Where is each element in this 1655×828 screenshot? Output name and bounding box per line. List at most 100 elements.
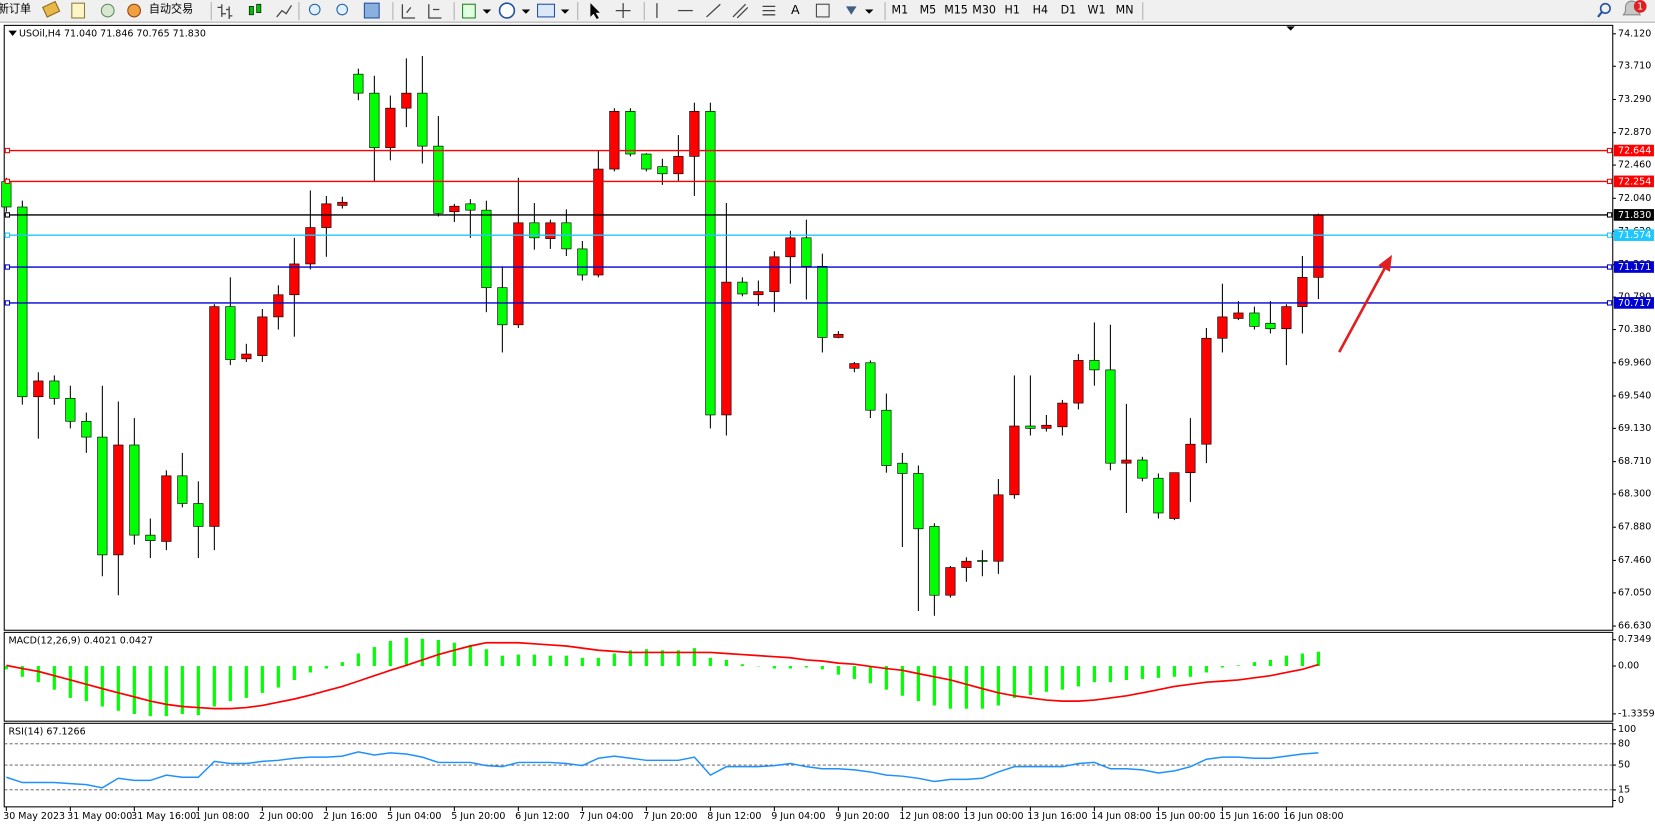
candle-body <box>1153 477 1164 514</box>
candle-body <box>1089 360 1100 371</box>
icon-templates[interactable] <box>537 3 556 18</box>
level-price-box <box>1613 229 1654 241</box>
icon-tile[interactable] <box>363 2 380 19</box>
dropdown-arrow[interactable] <box>521 9 531 14</box>
macd-bar <box>644 649 648 667</box>
icon-line-chart[interactable] <box>276 4 293 18</box>
timeframe-button[interactable]: H1 <box>1005 4 1020 17</box>
text-tool[interactable]: A <box>791 2 800 17</box>
icon-periods[interactable] <box>498 2 516 19</box>
timeframe-button[interactable]: M5 <box>920 4 937 17</box>
macd-bar <box>868 666 872 684</box>
y-tick-label: 72.460 <box>1618 160 1651 171</box>
y-tick-label: 0.7349 <box>1618 634 1651 645</box>
icon-cursor[interactable] <box>590 3 600 20</box>
candle-body <box>977 560 988 562</box>
timeframe-button[interactable]: MN <box>1116 4 1134 17</box>
icon-zoom-out[interactable] <box>336 3 349 16</box>
candle-body <box>1073 360 1084 404</box>
macd-bar <box>1220 666 1224 668</box>
icon-candles[interactable] <box>256 3 262 14</box>
level-handle <box>1606 300 1613 306</box>
icon-autotrading[interactable] <box>127 3 141 18</box>
x-tick-label: 7 Jun 20:00 <box>643 811 697 822</box>
macd-bar <box>292 666 296 681</box>
icon-history[interactable] <box>42 0 61 18</box>
candle-body <box>465 203 476 211</box>
icon-shift[interactable] <box>428 4 442 19</box>
candle-body <box>1185 443 1196 473</box>
icon-autoscroll[interactable] <box>401 4 416 19</box>
icon-indicators[interactable] <box>462 3 476 19</box>
icon-candles[interactable] <box>248 6 254 16</box>
candle-body <box>1105 369 1116 464</box>
x-tick-label: 16 Jun 08:00 <box>1283 811 1343 822</box>
macd-bar <box>500 655 504 667</box>
icon-label[interactable] <box>815 3 830 18</box>
y-tick-label: 69.130 <box>1618 423 1651 434</box>
auto-trading-button[interactable]: 自动交易 <box>149 2 193 16</box>
dropdown-arrow[interactable] <box>482 9 492 14</box>
candle-body <box>1 181 12 208</box>
timeframe-button[interactable]: M30 <box>972 4 996 17</box>
timeframe-button[interactable]: H4 <box>1033 4 1048 17</box>
macd-bar <box>1140 666 1144 679</box>
y-tick-label: 68.300 <box>1618 489 1651 500</box>
plot-area: USOil,H4 71.040 71.846 70.765 71.830 74.1… <box>1 24 1655 822</box>
candle-body <box>1249 312 1260 327</box>
macd-bar <box>68 666 72 698</box>
macd-bar <box>436 639 440 667</box>
icon-zoom-in[interactable] <box>308 3 321 16</box>
notification-badge[interactable] <box>1633 0 1647 13</box>
icon-trendline[interactable] <box>706 3 721 18</box>
y-tick-label: 69.540 <box>1618 390 1651 401</box>
macd-bar <box>724 659 728 667</box>
y-tick-label: 0 <box>1618 795 1624 806</box>
macd-bar <box>372 647 376 667</box>
icon-arrows[interactable] <box>845 6 857 15</box>
candle-body <box>385 107 396 149</box>
candle-body <box>401 92 412 109</box>
macd-bar <box>660 650 664 667</box>
icon-market[interactable] <box>71 2 86 19</box>
icon-channel[interactable] <box>732 3 749 19</box>
macd-bar <box>132 666 136 715</box>
candle-body <box>1297 277 1308 307</box>
macd-bar <box>852 666 856 679</box>
icon-bar-chart[interactable] <box>217 4 233 20</box>
level-handle <box>4 232 11 238</box>
dropdown-arrow[interactable] <box>560 9 570 14</box>
y-tick-label: 73.290 <box>1618 94 1651 105</box>
icon-crosshair[interactable] <box>615 3 631 18</box>
timeframe-button[interactable]: W1 <box>1088 4 1106 17</box>
candle-body <box>257 316 268 356</box>
panel-frame <box>3 24 1614 631</box>
level-handle <box>1606 264 1613 270</box>
candle-body <box>241 353 252 360</box>
timeframe-button[interactable]: D1 <box>1061 4 1077 17</box>
candle-body <box>801 237 812 267</box>
icon-fibo[interactable] <box>762 5 776 16</box>
panel-title: USOil,H4 71.040 71.846 70.765 71.830 <box>19 28 206 39</box>
candle-body <box>1169 472 1180 519</box>
annotation-arrow <box>1338 265 1387 353</box>
level-handle <box>1606 147 1613 154</box>
timeframe-button[interactable]: M1 <box>892 4 909 17</box>
macd-bar <box>1252 662 1256 667</box>
macd-bar <box>948 666 952 709</box>
toolbar-bg <box>0 0 1655 23</box>
dropdown-arrow[interactable] <box>864 9 874 14</box>
icon-signals[interactable] <box>100 3 115 18</box>
x-tick-label: 14 Jun 08:00 <box>1091 811 1151 822</box>
macd-bar <box>1300 653 1304 667</box>
timeframe-button[interactable]: M15 <box>944 4 968 17</box>
search-icon[interactable] <box>1599 2 1611 15</box>
candle-body <box>145 534 156 541</box>
candle-body <box>369 92 380 149</box>
new-order-button[interactable]: 新订单 <box>0 2 31 16</box>
macd-bar <box>1172 666 1176 677</box>
x-tick-label: 1 Jun 08:00 <box>195 811 249 822</box>
annotation-arrowhead <box>1378 254 1393 272</box>
level-price-box <box>1613 209 1654 221</box>
rsi-line <box>6 751 1319 789</box>
